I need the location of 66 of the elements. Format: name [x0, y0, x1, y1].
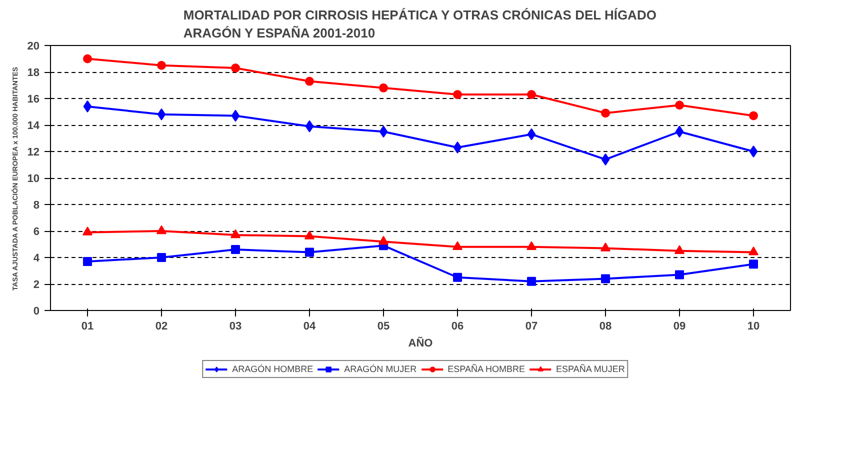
legend-label: ESPAÑA HOMBRE	[448, 363, 526, 375]
x-tick-label: 08	[599, 320, 612, 332]
y-tick-label: 0	[33, 306, 40, 318]
point	[601, 153, 610, 166]
x-tick-label: 07	[525, 320, 538, 332]
x-tick-label: 03	[229, 320, 242, 332]
x-tick-label: 09	[673, 320, 686, 332]
x-tick-label: 01	[81, 320, 94, 332]
point	[82, 226, 92, 236]
point	[304, 230, 314, 240]
legend-label: ESPAÑA MUJER	[556, 363, 625, 375]
point	[231, 110, 240, 122]
point	[675, 100, 684, 110]
chart-title: MORTALIDAD POR CIRROSIS HEPÁTICA Y OTRAS CRÓNICAS DEL HÍGADO ARAGÓN Y ESPAÑA 2001-2010	[183, 8, 656, 40]
y-tick-label: 8	[33, 200, 40, 212]
x-axis-title: AÑO	[408, 336, 434, 350]
y-tick-label: 14	[27, 120, 40, 132]
y-tick-label: 6	[33, 226, 40, 238]
y-tick-label: 20	[27, 40, 40, 52]
point	[675, 126, 684, 138]
point	[453, 142, 462, 154]
point	[526, 241, 536, 250]
point	[83, 54, 92, 64]
x-tick-label: 10	[747, 320, 760, 332]
point	[453, 272, 462, 282]
point	[749, 146, 758, 158]
point	[231, 245, 240, 254]
point	[453, 90, 462, 100]
point	[600, 242, 610, 252]
point	[527, 128, 536, 140]
point	[157, 253, 166, 262]
point	[157, 108, 166, 120]
point	[601, 108, 610, 118]
x-tick-label: 06	[451, 320, 464, 332]
x-tick-label: 05	[377, 320, 390, 332]
point	[230, 229, 240, 238]
y-tick-label: 4	[33, 252, 40, 264]
point	[157, 60, 166, 70]
point	[305, 120, 314, 132]
point	[231, 64, 240, 73]
legend-label: ARAGÓN HOMBRE	[232, 363, 314, 375]
point	[527, 90, 536, 100]
point	[305, 248, 314, 257]
point	[83, 100, 92, 112]
point	[379, 126, 388, 138]
y-tick-label: 12	[27, 146, 40, 158]
point	[674, 245, 684, 254]
y-tick-label: 10	[27, 173, 40, 185]
legend-label: ARAGÓN MUJER	[344, 363, 417, 375]
y-tick-label: 16	[27, 94, 40, 106]
point	[379, 83, 388, 92]
point	[83, 256, 92, 266]
point	[156, 225, 166, 234]
x-tick-label: 02	[155, 320, 168, 332]
y-tick-label: 2	[33, 279, 40, 291]
point	[378, 236, 388, 245]
point	[749, 111, 758, 120]
point	[748, 246, 758, 256]
point	[601, 274, 610, 284]
point	[527, 276, 536, 286]
point	[305, 76, 314, 86]
point	[675, 270, 684, 280]
point	[452, 241, 462, 250]
point	[749, 260, 758, 269]
y-tick-label: 18	[27, 67, 40, 79]
x-tick-label: 04	[303, 320, 316, 332]
